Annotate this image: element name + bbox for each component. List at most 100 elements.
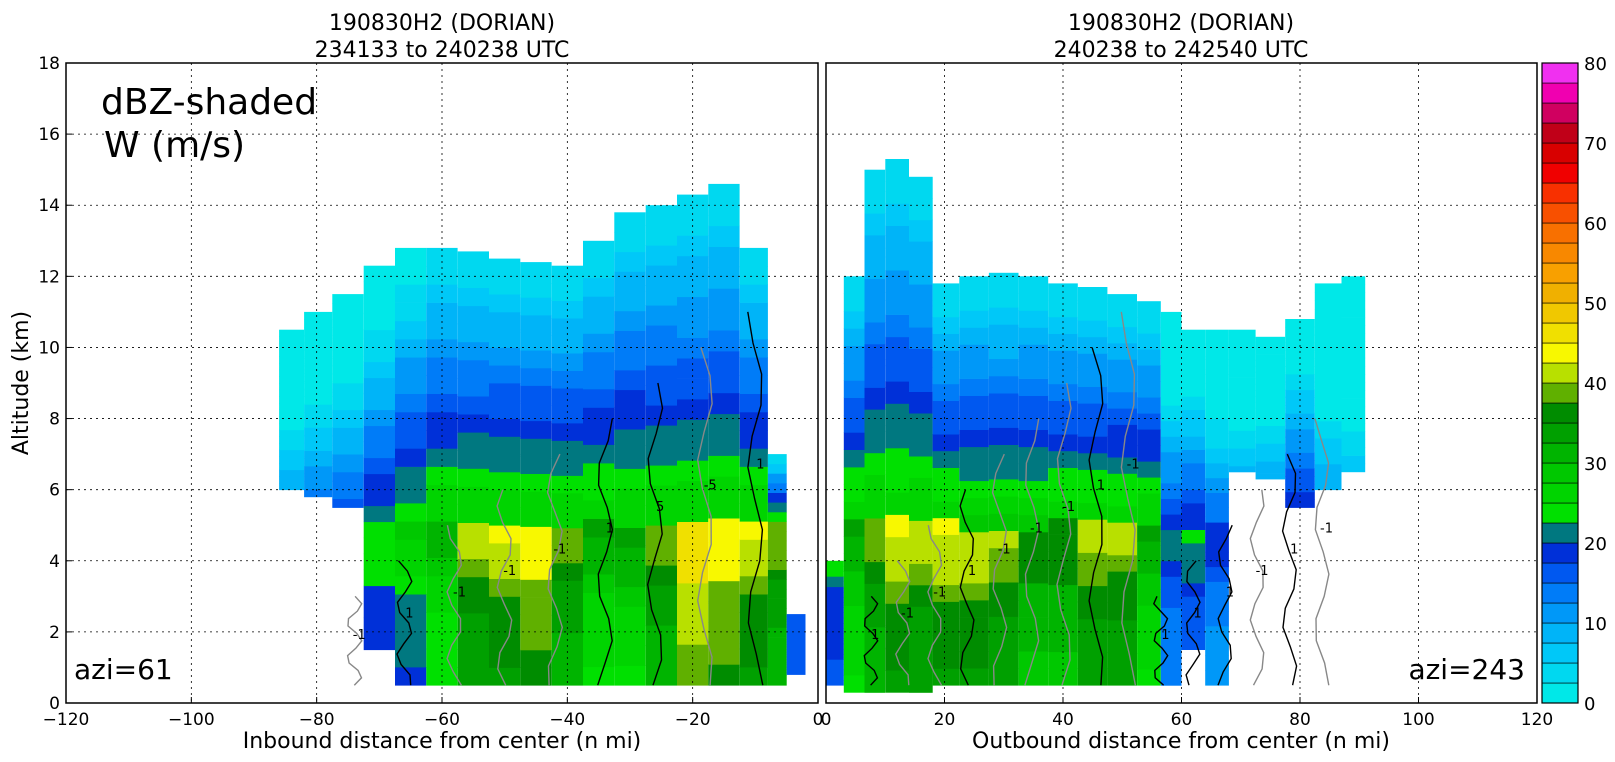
outbound-reflectivity-cell — [1107, 538, 1137, 556]
colorbar-swatch — [1541, 362, 1579, 384]
inbound-reflectivity-cell — [767, 569, 787, 580]
inbound-reflectivity-cell — [645, 605, 677, 626]
outbound-reflectivity-cell — [885, 181, 909, 204]
outbound-reflectivity-cell — [1228, 442, 1256, 449]
outbound-reflectivity-cell — [1077, 519, 1108, 537]
outbound-reflectivity-cell — [1314, 317, 1342, 327]
outbound-reflectivity-cell — [1077, 403, 1108, 421]
outbound-reflectivity-cell — [864, 431, 886, 454]
outbound-reflectivity-cell — [1285, 397, 1315, 406]
outbound-reflectivity-cell — [1107, 620, 1137, 637]
inbound-reflectivity-cell — [739, 594, 768, 613]
outbound-reflectivity-cell — [1181, 623, 1206, 637]
inbound-reflectivity-cell — [332, 338, 364, 348]
inbound-reflectivity-cell — [332, 418, 364, 428]
outbound-reflectivity-cell — [1205, 403, 1229, 419]
inbound-reflectivity-cell — [583, 333, 615, 353]
outbound-reflectivity-cell — [864, 235, 886, 258]
outbound-reflectivity-cell — [988, 668, 1019, 686]
outbound-reflectivity-cell — [1205, 418, 1229, 434]
outbound-reflectivity-cell — [1077, 618, 1108, 636]
colorbar-tick-label: 70 — [1584, 134, 1607, 155]
inbound-reflectivity-cell — [279, 336, 305, 344]
outbound-reflectivity-cell — [843, 519, 865, 537]
inbound-reflectivity-cell — [457, 341, 489, 361]
outbound-reflectivity-cell — [1048, 300, 1078, 318]
inbound-reflectivity-cell — [583, 351, 615, 371]
colorbar-swatch — [1541, 62, 1579, 84]
outbound-reflectivity-cell — [1285, 421, 1315, 430]
outbound-reflectivity-cell — [932, 400, 960, 418]
outbound-reflectivity-cell — [1228, 412, 1256, 419]
colorbar-swatch — [1541, 342, 1579, 364]
outbound-reflectivity-cell — [988, 616, 1019, 635]
inbound-w-contour — [696, 347, 713, 686]
inbound-reflectivity-cell — [457, 450, 489, 469]
outbound-reflectivity-cell — [1314, 429, 1342, 439]
colorbar-swatch — [1541, 222, 1579, 244]
inbound-reflectivity-cell — [426, 339, 458, 358]
inbound-reflectivity-cell — [614, 586, 646, 607]
inbound-reflectivity-cell — [583, 518, 615, 538]
inbound-reflectivity-cell — [614, 232, 646, 253]
outbound-reflectivity-cell — [1314, 420, 1342, 430]
inbound-reflectivity-cell — [457, 432, 489, 451]
outbound-reflectivity-cell — [1314, 300, 1342, 310]
outbound-reflectivity-cell — [1160, 498, 1182, 515]
inbound-reflectivity-cell — [363, 521, 395, 539]
inbound-reflectivity-cell — [304, 365, 333, 374]
outbound-reflectivity-cell — [1160, 436, 1182, 453]
outbound-contour-label: -1 — [1030, 521, 1043, 536]
outbound-reflectivity-cell — [1137, 653, 1161, 670]
outbound-reflectivity-cell — [1228, 353, 1256, 360]
outbound-reflectivity-cell — [1341, 308, 1366, 318]
outbound-reflectivity-cell — [1077, 602, 1108, 620]
inbound-reflectivity-cell — [645, 265, 677, 286]
outbound-reflectivity-cell — [1107, 489, 1137, 507]
inbound-reflectivity-cell — [767, 560, 787, 570]
inbound-chart-subtitle: 234133 to 240238 UTC — [315, 38, 570, 63]
inbound-reflectivity-cell — [489, 649, 521, 668]
colorbar-swatch — [1541, 102, 1579, 124]
outbound-reflectivity-cell — [1205, 329, 1229, 345]
inbound-reflectivity-cell — [279, 369, 305, 377]
inbound-reflectivity-cell — [363, 281, 395, 299]
outbound-reflectivity-cell — [864, 496, 886, 519]
inbound-reflectivity-cell — [551, 440, 583, 459]
inbound-reflectivity-cell — [332, 454, 364, 464]
outbound-reflectivity-cell — [1341, 349, 1366, 359]
outbound-reflectivity-cell — [1160, 576, 1182, 593]
inbound-reflectivity-cell — [739, 539, 768, 558]
outbound-w-contour — [1152, 596, 1169, 686]
outbound-reflectivity-cell — [1181, 396, 1206, 410]
inbound-reflectivity-cell — [739, 393, 768, 413]
outbound-reflectivity-cell — [1285, 460, 1315, 469]
colorbar-swatch — [1541, 662, 1579, 684]
inbound-reflectivity-cell — [786, 644, 806, 648]
outbound-reflectivity-cell — [1160, 638, 1182, 655]
inbound-reflectivity-cell — [786, 624, 806, 628]
outbound-reflectivity-cell — [1048, 400, 1078, 418]
outbound-reflectivity-cell — [885, 381, 909, 404]
outbound-reflectivity-cell — [826, 566, 844, 572]
inbound-reflectivity-cell — [304, 458, 333, 467]
inbound-reflectivity-cell — [489, 436, 521, 455]
inbound-reflectivity-cell — [457, 414, 489, 433]
outbound-reflectivity-cell — [1160, 327, 1182, 344]
outbound-reflectivity-cell — [1181, 329, 1206, 344]
inbound-reflectivity-cell — [767, 608, 787, 619]
inbound-reflectivity-cell — [786, 621, 806, 625]
outbound-reflectivity-cell — [1181, 356, 1206, 370]
outbound-reflectivity-cell — [843, 276, 865, 294]
outbound-reflectivity-cell — [864, 474, 886, 497]
outbound-reflectivity-cell — [1048, 316, 1078, 334]
inbound-reflectivity-cell — [489, 489, 521, 508]
inbound-reflectivity-cell — [739, 448, 768, 467]
outbound-reflectivity-cell — [959, 293, 989, 311]
outbound-reflectivity-cell — [959, 548, 989, 567]
colorbar-tick-label: 20 — [1584, 534, 1607, 555]
outbound-reflectivity-cell — [885, 359, 909, 382]
outbound-reflectivity-cell — [1160, 358, 1182, 375]
inbound-w-contour — [546, 453, 564, 686]
outbound-reflectivity-cell — [988, 341, 1019, 360]
